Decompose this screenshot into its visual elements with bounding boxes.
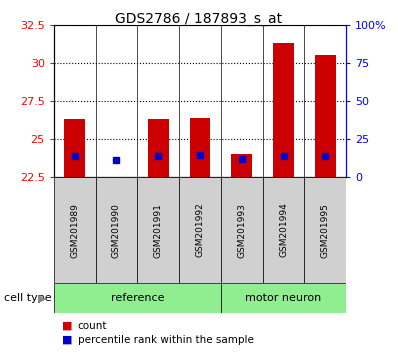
Bar — [54, 177, 96, 283]
Bar — [221, 177, 263, 283]
Text: percentile rank within the sample: percentile rank within the sample — [78, 335, 254, 345]
Bar — [304, 177, 346, 283]
Text: GSM201995: GSM201995 — [321, 202, 330, 258]
Bar — [96, 177, 137, 283]
Text: GSM201990: GSM201990 — [112, 202, 121, 258]
Bar — [315, 55, 336, 177]
Text: cell type: cell type — [4, 293, 52, 303]
Bar — [189, 118, 211, 177]
Bar — [231, 154, 252, 177]
Bar — [64, 119, 85, 177]
Text: ■: ■ — [62, 321, 72, 331]
Bar — [273, 43, 294, 177]
Text: motor neuron: motor neuron — [246, 293, 322, 303]
Bar — [221, 283, 346, 313]
Text: GSM201992: GSM201992 — [195, 203, 205, 257]
Text: ▶: ▶ — [38, 293, 46, 303]
Text: GSM201994: GSM201994 — [279, 203, 288, 257]
Bar — [137, 177, 179, 283]
Bar — [54, 283, 221, 313]
Text: GSM201993: GSM201993 — [237, 202, 246, 258]
Bar — [263, 177, 304, 283]
Text: GDS2786 / 187893_s_at: GDS2786 / 187893_s_at — [115, 12, 283, 27]
Text: GSM201989: GSM201989 — [70, 202, 79, 258]
Bar — [179, 177, 221, 283]
Bar — [148, 119, 169, 177]
Text: reference: reference — [111, 293, 164, 303]
Text: ■: ■ — [62, 335, 72, 345]
Text: GSM201991: GSM201991 — [154, 202, 163, 258]
Text: count: count — [78, 321, 107, 331]
